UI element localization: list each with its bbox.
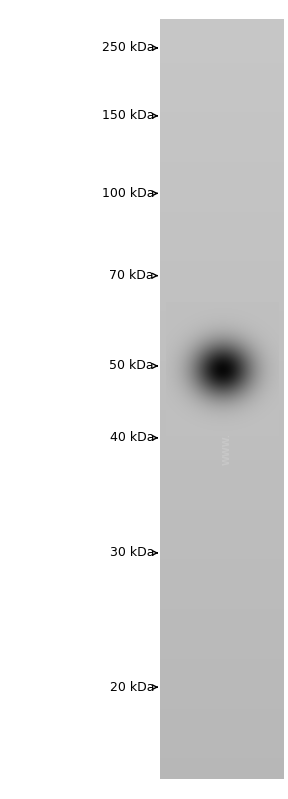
Text: 50 kDa: 50 kDa	[109, 360, 154, 372]
Text: 100 kDa: 100 kDa	[102, 187, 154, 200]
Text: 150 kDa: 150 kDa	[102, 109, 154, 122]
Text: 70 kDa: 70 kDa	[109, 269, 154, 282]
Text: 20 kDa: 20 kDa	[109, 681, 154, 694]
Text: 30 kDa: 30 kDa	[109, 547, 154, 559]
Text: 250 kDa: 250 kDa	[102, 42, 154, 54]
Text: 40 kDa: 40 kDa	[109, 431, 154, 444]
Text: WWW.PTGLAB.COM: WWW.PTGLAB.COM	[223, 366, 232, 465]
